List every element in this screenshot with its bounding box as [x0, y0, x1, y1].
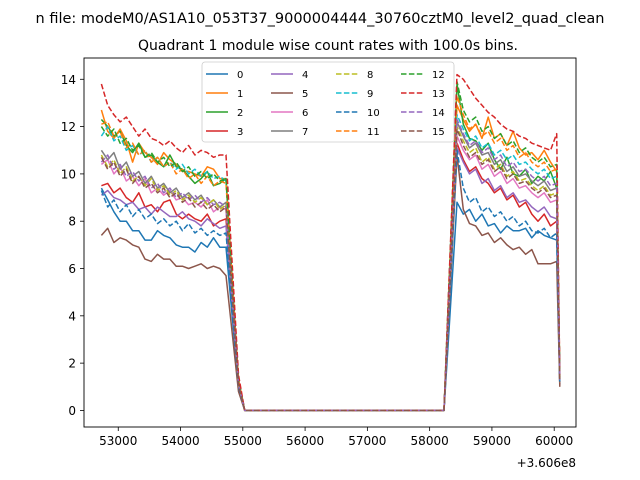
legend-label: 8 — [367, 70, 373, 81]
series-line-0 — [100, 187, 561, 412]
legend-label: 7 — [302, 127, 308, 138]
y-tick-label: 2 — [68, 357, 76, 371]
legend-label: 5 — [302, 89, 308, 100]
series-layer — [100, 73, 561, 412]
x-tick-label: 54000 — [161, 434, 199, 448]
legend-frame — [201, 61, 455, 143]
legend-label: 11 — [367, 127, 380, 138]
figure-suptitle: n file: modeM0/AS1A10_053T37_9000004444_… — [36, 11, 605, 27]
y-tick-label: 0 — [68, 404, 76, 418]
series-line-6 — [100, 135, 561, 412]
series-line-10 — [100, 149, 561, 412]
series-line-11 — [101, 95, 561, 412]
legend-label: 2 — [237, 108, 243, 119]
legend-label: 9 — [367, 89, 373, 100]
y-axis: 0 2 4 6 8 10 12 14 — [61, 73, 84, 418]
legend-label: 4 — [302, 70, 308, 81]
legend-label: 0 — [237, 70, 243, 81]
chart-title: Quadrant 1 module wise count rates with … — [138, 38, 518, 54]
y-tick-label: 8 — [68, 215, 76, 229]
series-line-13 — [100, 73, 561, 412]
x-tick-label: 59000 — [473, 434, 511, 448]
x-tick-label: 58000 — [411, 434, 449, 448]
legend-label: 12 — [432, 70, 445, 81]
x-tick-label: 53000 — [99, 434, 137, 448]
x-tick-label: 56000 — [286, 434, 324, 448]
y-tick-label: 6 — [68, 262, 76, 276]
series-line-12 — [100, 80, 561, 412]
x-axis-offset-label: +3.606e8 — [517, 456, 576, 470]
legend-label: 15 — [432, 127, 445, 138]
legend-label: 13 — [432, 89, 445, 100]
x-tick-label: 60000 — [535, 434, 573, 448]
series-line-15 — [100, 128, 561, 412]
legend-label: 10 — [367, 108, 380, 119]
y-tick-label: 4 — [68, 309, 76, 323]
legend-label: 3 — [237, 127, 243, 138]
x-tick-label: 55000 — [224, 434, 262, 448]
x-tick-label: 57000 — [348, 434, 386, 448]
legend-label: 14 — [432, 108, 445, 119]
x-axis: 53000 54000 55000 56000 57000 58000 59000 60000 — [99, 427, 573, 448]
y-tick-label: 10 — [61, 167, 76, 181]
series-line-5 — [100, 154, 561, 412]
y-tick-label: 12 — [61, 120, 76, 134]
legend-label: 1 — [237, 89, 243, 100]
plot-area-frame — [83, 57, 577, 428]
legend-label: 6 — [302, 108, 308, 119]
y-tick-label: 14 — [61, 73, 76, 87]
